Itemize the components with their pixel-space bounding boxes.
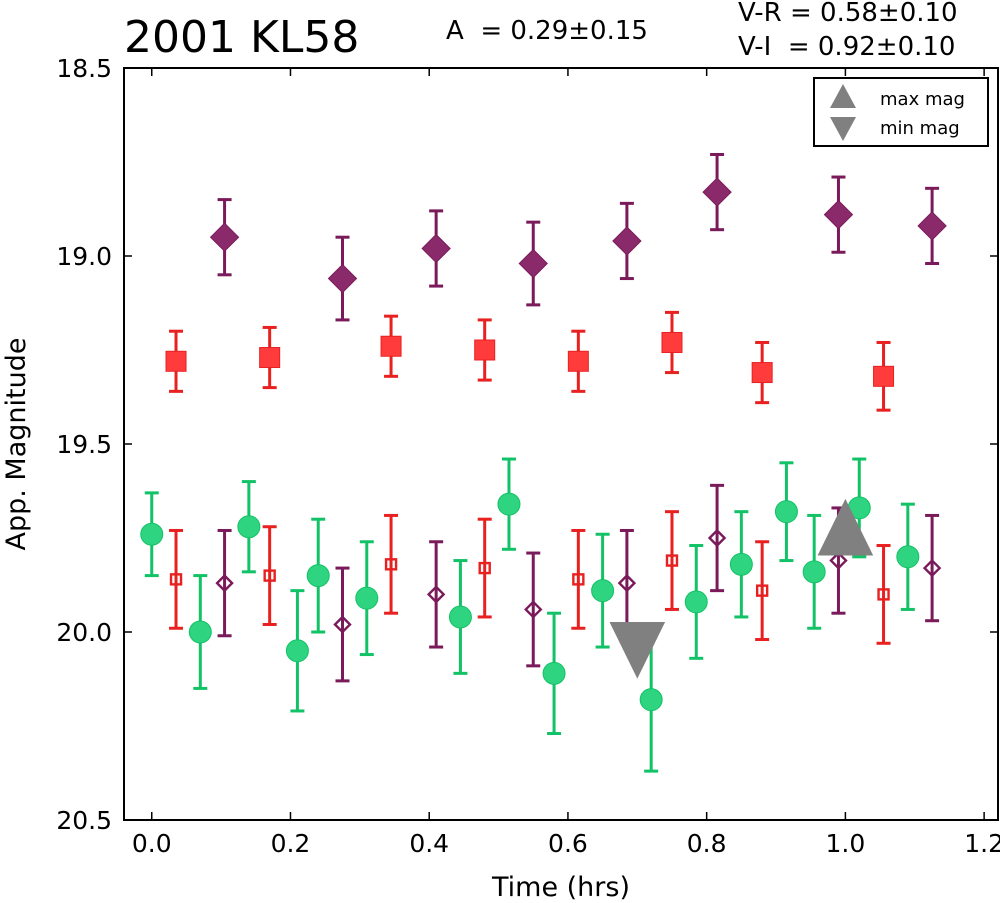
data-point — [518, 248, 548, 279]
data-point — [188, 620, 212, 644]
error-bar — [925, 513, 940, 623]
y-tick-label: 18.5 — [56, 54, 112, 83]
data-point — [922, 558, 942, 578]
series-0 — [209, 152, 947, 322]
x-axis-label: Time (hrs) — [491, 872, 630, 903]
axis-ticks: 0.0 0.2 0.4 0.6 0.8 1.0 1.2 18.5 19.0 19.5 20.0 20.… — [56, 54, 1000, 858]
data-point — [263, 569, 276, 582]
series-3 — [169, 510, 891, 645]
data-point — [333, 615, 352, 634]
error-bar — [262, 525, 277, 626]
data-point — [384, 558, 398, 571]
max-mag-marker — [817, 498, 874, 556]
data-point — [707, 528, 727, 548]
data-point — [917, 211, 947, 241]
error-bar — [710, 483, 725, 593]
data-layer — [140, 152, 947, 773]
legend-label: max mag — [880, 89, 965, 110]
data-point — [426, 585, 446, 604]
error-bar — [526, 551, 541, 668]
error-bar — [876, 544, 891, 645]
series-1 — [165, 310, 895, 412]
x-tick-label: 0.2 — [271, 829, 311, 858]
data-point — [140, 522, 164, 546]
legend: max mag min mag — [813, 77, 989, 147]
x-tick-label: 0.0 — [132, 829, 172, 858]
data-point — [591, 579, 615, 603]
data-point — [209, 222, 240, 252]
data-point — [169, 573, 183, 586]
data-point — [259, 347, 281, 369]
data-point — [474, 339, 496, 361]
data-point — [524, 600, 543, 619]
data-point — [237, 515, 261, 539]
v-i-color-text: V-I = 0.92±0.10 — [738, 32, 956, 62]
data-point — [665, 554, 679, 567]
error-bar — [335, 566, 350, 683]
data-point — [751, 362, 773, 384]
data-point — [380, 335, 402, 357]
data-point — [829, 551, 848, 570]
legend-max-mag-icon — [830, 84, 856, 108]
data-point — [306, 564, 330, 588]
data-point — [877, 588, 890, 601]
data-point — [478, 561, 491, 575]
data-point — [421, 233, 451, 264]
error-bar — [664, 510, 679, 611]
x-tick-label: 1.0 — [826, 829, 866, 858]
data-point — [448, 605, 472, 629]
y-tick-label: 20.5 — [56, 806, 112, 835]
y-axis-label: App. Magnitude — [1, 338, 32, 551]
v-r-color-text: V-R = 0.58±0.10 — [738, 0, 958, 28]
series-4 — [215, 483, 942, 683]
y-tick-label: 19.0 — [56, 242, 112, 271]
plot-frame — [123, 67, 999, 821]
error-bar — [169, 528, 184, 630]
min-mag-marker — [609, 622, 666, 679]
x-tick-label: 0.4 — [409, 829, 449, 858]
data-point — [497, 492, 521, 516]
x-tick-label: 0.8 — [687, 829, 727, 858]
data-point — [215, 573, 234, 593]
data-point — [612, 226, 642, 256]
data-point — [572, 573, 585, 586]
data-point — [639, 688, 663, 712]
error-bar — [755, 540, 770, 642]
error-bar — [384, 513, 399, 615]
data-point — [896, 545, 920, 569]
data-point — [802, 560, 826, 584]
data-point — [702, 177, 732, 207]
data-point — [774, 500, 798, 524]
data-point — [355, 586, 379, 610]
data-point — [327, 263, 358, 294]
x-tick-label: 1.2 — [964, 829, 1000, 858]
series-2 — [140, 457, 920, 773]
data-point — [684, 590, 708, 614]
data-point — [617, 573, 637, 593]
amplitude-text: A = 0.29±0.15 — [446, 16, 648, 46]
error-bar — [429, 540, 444, 649]
error-bar — [477, 517, 492, 619]
legend-label: min mag — [880, 118, 960, 139]
error-bar — [619, 528, 634, 638]
data-point — [165, 350, 187, 372]
data-point — [661, 331, 683, 353]
data-point — [542, 661, 566, 685]
data-point — [285, 639, 309, 663]
x-tick-label: 0.6 — [548, 829, 588, 858]
legend-min-mag-icon — [830, 117, 856, 141]
y-tick-label: 20.0 — [56, 618, 112, 647]
data-point — [567, 350, 589, 372]
data-point — [755, 584, 769, 597]
error-bar — [217, 528, 232, 638]
data-point — [729, 552, 753, 576]
error-bar — [571, 528, 586, 630]
y-tick-label: 19.5 — [56, 430, 112, 459]
chart-title: 2001 KL58 — [124, 12, 360, 63]
data-point — [873, 365, 895, 387]
data-point — [823, 199, 854, 230]
